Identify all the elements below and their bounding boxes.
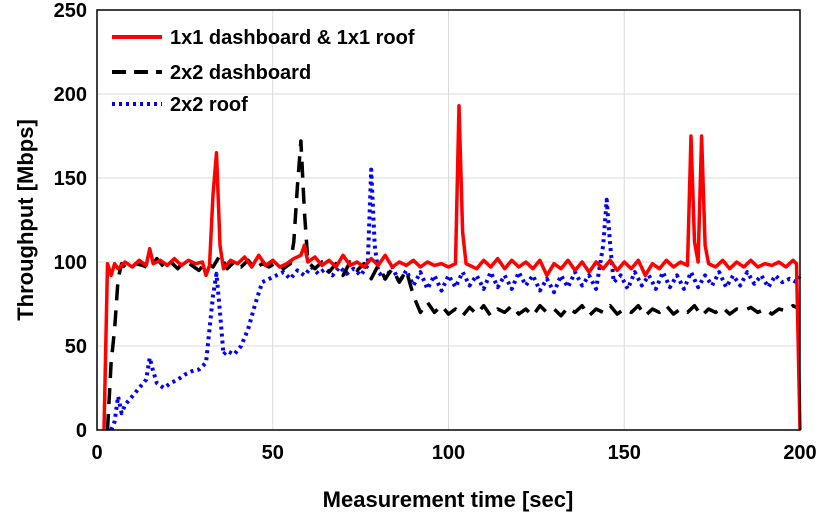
y-tick-label: 200 bbox=[54, 84, 87, 106]
plot-frame bbox=[96, 9, 801, 431]
x-tick-label: 200 bbox=[783, 442, 816, 464]
y-tick-label: 150 bbox=[54, 168, 87, 190]
series-layer bbox=[102, 104, 802, 431]
x-tick-labels: 0 50 100 150 200 bbox=[91, 442, 816, 464]
series-line-dashed bbox=[105, 139, 801, 431]
x-axis-label: Measurement time [sec] bbox=[323, 487, 574, 512]
legend: 1x1 dashboard & 1x1 roof 2x2 dashboard 2… bbox=[112, 27, 415, 116]
y-tick-label: 250 bbox=[54, 0, 87, 22]
x-tick-label: 0 bbox=[91, 442, 102, 464]
legend-label-3: 2x2 roof bbox=[170, 94, 248, 116]
x-tick-label: 100 bbox=[432, 442, 465, 464]
series-line-solid bbox=[102, 104, 802, 431]
y-tick-labels: 0 50 100 150 200 250 bbox=[54, 0, 87, 442]
series-line-dotted bbox=[109, 167, 802, 431]
y-tick-label: 50 bbox=[65, 336, 87, 358]
y-tick-label: 100 bbox=[54, 252, 87, 274]
y-tick-label: 0 bbox=[76, 420, 87, 442]
legend-label-1: 1x1 dashboard & 1x1 roof bbox=[170, 27, 415, 49]
y-axis-label: Throughput [Mbps] bbox=[13, 119, 38, 321]
legend-label-2: 2x2 dashboard bbox=[170, 62, 311, 84]
x-tick-label: 50 bbox=[262, 442, 284, 464]
x-tick-label: 150 bbox=[608, 442, 641, 464]
